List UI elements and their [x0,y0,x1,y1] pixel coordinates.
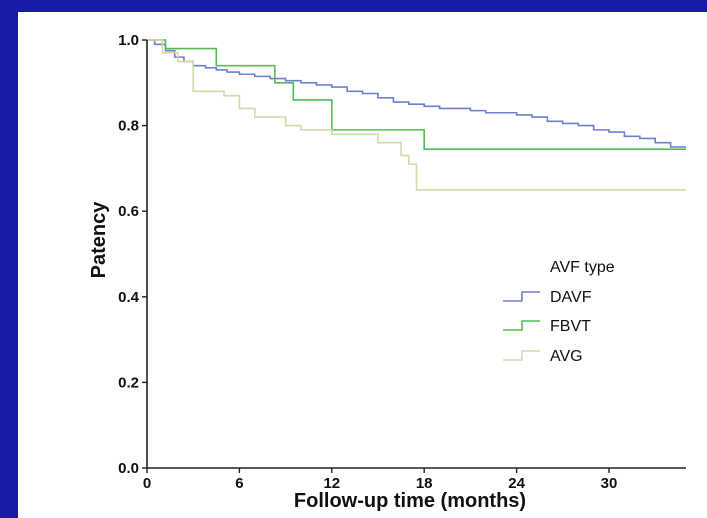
x-tick-label: 18 [416,475,433,492]
legend-title: AVF type [550,259,615,276]
legend-symbol-davf [503,291,540,302]
y-tick-label: 0.2 [118,374,139,391]
y-tick-label: 0.4 [118,289,140,306]
series-line-avg [147,39,686,191]
y-tick-label: 0.0 [118,460,139,477]
x-tick-label: 24 [508,475,525,492]
legend-symbol-avg [503,350,540,361]
legend-label-davf: DAVF [550,289,592,306]
x-axis-title: Follow-up time (months) [294,490,526,512]
curves-group [147,39,686,191]
legend-label-fbvt: FBVT [550,318,591,335]
y-axis-title: Patency [88,201,110,279]
y-tick-label: 0.8 [118,118,139,135]
y-tick-label: 0.6 [118,203,139,220]
legend: AVF type DAVF FBVT AVG [503,259,615,365]
x-tick-label: 6 [235,475,243,492]
chart-panel [18,12,707,518]
x-tick-label: 0 [143,475,151,492]
x-tick-label: 12 [323,475,340,492]
x-tick-label: 30 [601,475,618,492]
series-line-davf [147,39,686,148]
legend-label-avg: AVG [550,348,583,365]
y-tick-label: 1.0 [118,32,139,49]
legend-symbol-fbvt [503,320,540,331]
series-line-fbvt [147,39,686,150]
ticks-group: 0 6 12 18 24 30 0.0 0.2 0.4 0.6 0.8 1.0 [118,32,617,492]
axes-group [146,40,686,469]
